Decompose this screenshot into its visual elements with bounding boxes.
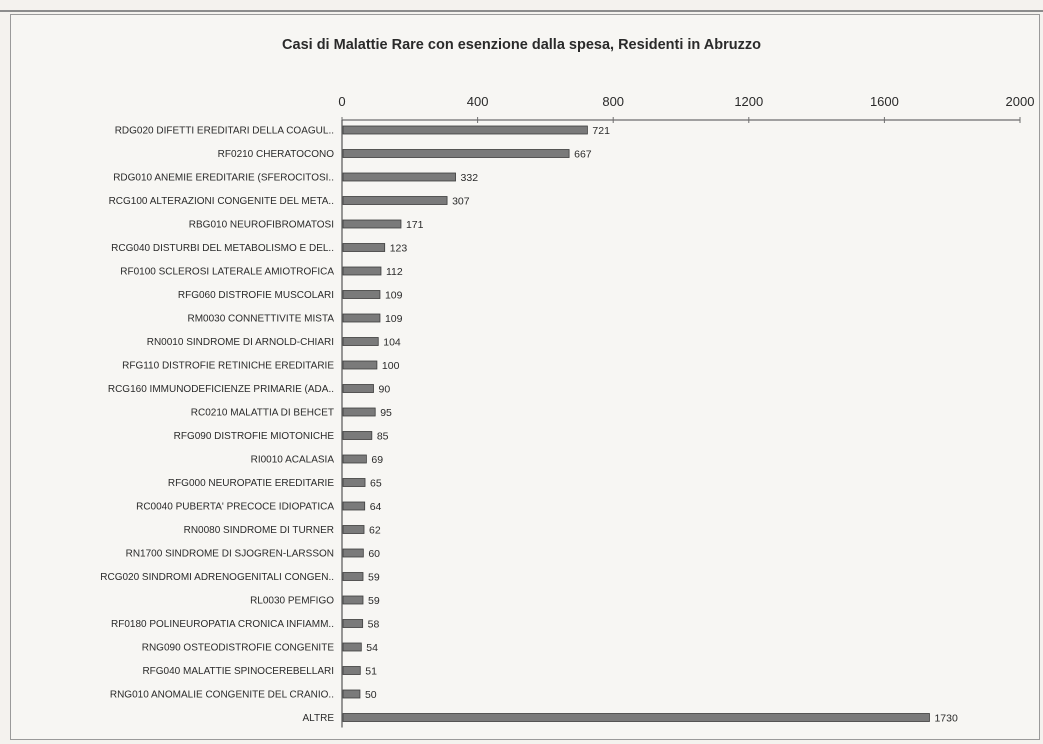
bar — [342, 313, 381, 323]
category-label: RNG090 OSTEODISTROFIE CONGENITE — [142, 643, 335, 654]
bar — [342, 172, 456, 182]
category-label: RFG110 DISTROFIE RETINICHE EREDITARIE — [122, 361, 334, 372]
value-label: 667 — [574, 149, 592, 161]
category-label: RF0180 POLINEUROPATIA CRONICA INFIAMM.. — [111, 619, 334, 630]
category-label: RM0030 CONNETTIVITE MISTA — [187, 314, 334, 325]
category-label: RCG160 IMMUNODEFICIENZE PRIMARIE (ADA.. — [108, 384, 334, 395]
x-tick-label: 0 — [338, 94, 345, 109]
bar — [342, 619, 364, 628]
value-label: 69 — [371, 454, 383, 466]
value-label: 59 — [368, 595, 380, 607]
value-label: 721 — [592, 125, 610, 137]
value-label: 123 — [390, 243, 408, 255]
bar — [342, 642, 362, 652]
bar — [342, 595, 364, 605]
value-label: 58 — [368, 619, 380, 631]
bar — [342, 689, 361, 699]
bar — [342, 431, 373, 440]
category-label: RI0010 ACALASIA — [251, 455, 335, 466]
value-label: 100 — [382, 360, 400, 372]
category-label: RDG020 DIFETTI EREDITARI DELLA COAGUL.. — [115, 126, 334, 137]
value-label: 109 — [385, 290, 403, 302]
x-tick-label: 800 — [602, 94, 624, 109]
scan-top-line — [0, 10, 1043, 12]
category-label: RC0210 MALATTIA DI BEHCET — [191, 408, 334, 419]
chart-title: Casi di Malattie Rare con esenzione dall… — [282, 37, 761, 53]
bar — [342, 196, 448, 205]
bar — [342, 478, 366, 487]
chart-frame — [10, 14, 1040, 740]
value-label: 54 — [366, 642, 378, 654]
bar — [342, 666, 361, 675]
category-label: RFG000 NEUROPATIE EREDITARIE — [168, 478, 334, 489]
bar — [342, 219, 402, 229]
value-label: 65 — [370, 478, 382, 490]
category-label: RDG010 ANEMIE EREDITARIE (SFEROCITOSI.. — [113, 173, 334, 184]
value-label: 1730 — [934, 713, 958, 725]
bar — [342, 713, 930, 722]
bar — [342, 360, 378, 370]
value-label: 109 — [385, 313, 403, 325]
value-label: 50 — [365, 689, 377, 701]
value-label: 112 — [386, 266, 403, 278]
value-label: 59 — [368, 572, 380, 584]
category-label: RFG090 DISTROFIE MIOTONICHE — [174, 431, 335, 442]
bar — [342, 337, 379, 346]
category-label: RFG060 DISTROFIE MUSCOLARI — [178, 290, 334, 301]
category-label: RF0100 SCLEROSI LATERALE AMIOTROFICA — [120, 267, 334, 278]
x-tick-label: 400 — [467, 94, 489, 109]
x-tick-label: 1600 — [870, 94, 899, 109]
value-label: 60 — [368, 548, 380, 560]
bar — [342, 384, 374, 393]
value-label: 171 — [406, 219, 424, 231]
value-label: 332 — [461, 172, 479, 184]
value-label: 104 — [383, 337, 401, 349]
value-label: 51 — [365, 666, 377, 678]
bar — [342, 501, 366, 511]
value-label: 95 — [380, 407, 392, 419]
bar — [342, 548, 364, 558]
bar — [342, 525, 365, 534]
category-label: RNG010 ANOMALIE CONGENITE DEL CRANIO.. — [110, 690, 334, 701]
category-label: RL0030 PEMFIGO — [250, 596, 334, 607]
category-label: RC0040 PUBERTA' PRECOCE IDIOPATICA — [136, 502, 334, 513]
category-label: RF0210 CHERATOCONO — [218, 149, 335, 160]
x-tick-label: 1200 — [734, 94, 763, 109]
bar — [342, 149, 570, 158]
category-label: RFG040 MALATTIE SPINOCEREBELLARI — [142, 666, 334, 677]
bar — [342, 572, 364, 581]
bar — [342, 454, 367, 464]
value-label: 62 — [369, 525, 381, 537]
category-label: RN1700 SINDROME DI SJOGREN-LARSSON — [126, 549, 334, 560]
category-label: RCG100 ALTERAZIONI CONGENITE DEL META.. — [109, 196, 334, 207]
category-label: ALTRE — [303, 713, 335, 724]
category-label: RN0080 SINDROME DI TURNER — [184, 525, 334, 536]
category-label: RCG020 SINDROMI ADRENOGENITALI CONGEN.. — [100, 572, 334, 583]
bar — [342, 243, 386, 252]
bar — [342, 290, 381, 299]
category-label: RCG040 DISTURBI DEL METABOLISMO E DEL.. — [111, 243, 334, 254]
bar — [342, 266, 382, 276]
category-label: RN0010 SINDROME DI ARNOLD-CHIARI — [147, 337, 334, 348]
bar — [342, 125, 588, 135]
value-label: 307 — [452, 196, 470, 208]
value-label: 85 — [377, 431, 389, 443]
category-label: RBG010 NEUROFIBROMATOSI — [189, 220, 334, 231]
value-label: 90 — [379, 384, 391, 396]
bar — [342, 407, 376, 417]
value-label: 64 — [370, 501, 382, 513]
x-tick-label: 2000 — [1006, 94, 1035, 109]
